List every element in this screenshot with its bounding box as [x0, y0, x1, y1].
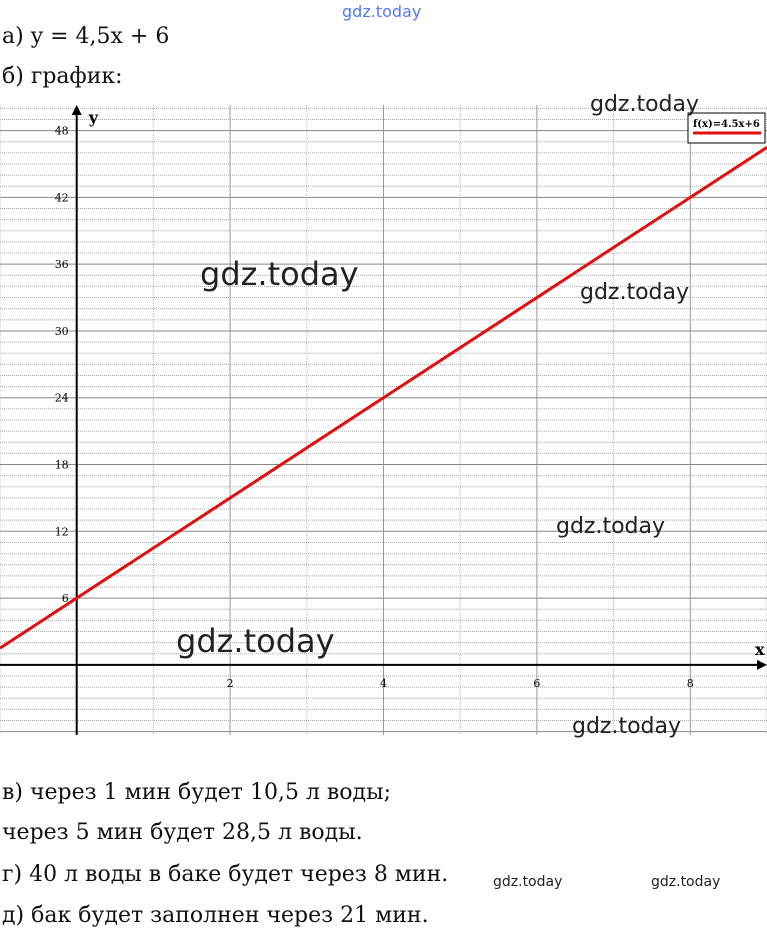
- x-axis-arrow-icon: [757, 659, 767, 670]
- y-tick-label: 24: [55, 392, 69, 405]
- x-axis-label: x: [755, 640, 765, 659]
- watermark: gdz.today: [176, 622, 335, 660]
- x-tick-label: 2: [227, 677, 234, 690]
- watermark: gdz.today: [556, 514, 666, 539]
- part-b: б) график:: [2, 64, 123, 89]
- watermark: gdz.today: [493, 874, 563, 890]
- y-axis-label: y: [88, 108, 99, 127]
- y-tick-label: 12: [55, 525, 69, 538]
- watermark: gdz.today: [342, 2, 422, 21]
- y-tick-label: 36: [55, 258, 69, 271]
- watermark: gdz.today: [590, 92, 700, 117]
- watermark: gdz.today: [572, 714, 682, 739]
- answer-g: г) 40 л воды в баке будет через 8 мин.: [2, 862, 449, 887]
- y-tick-label: 6: [62, 592, 69, 605]
- answer-v2: через 5 мин будет 28,5 л воды.: [2, 820, 363, 845]
- part-a: а) y = 4,5x + 6: [2, 24, 170, 49]
- y-axis-arrow-icon: [71, 105, 82, 115]
- legend-box: [687, 112, 766, 144]
- y-tick-label: 42: [55, 191, 69, 204]
- legend-label: f(x)=4.5x+6: [693, 119, 760, 130]
- series-line: [0, 146, 767, 650]
- y-tick-label: 48: [55, 125, 69, 138]
- y-tick-label: 30: [55, 325, 69, 338]
- x-tick-label: 6: [533, 677, 540, 690]
- watermark: gdz.today: [651, 874, 721, 890]
- watermark: gdz.today: [580, 280, 690, 305]
- answer-v: в) через 1 мин будет 10,5 л воды;: [2, 780, 392, 805]
- x-tick-label: 8: [687, 677, 694, 690]
- y-tick-label: 18: [55, 459, 69, 472]
- watermark: gdz.today: [200, 255, 359, 293]
- answer-d: д) бак будет заполнен через 21 мин.: [2, 903, 429, 928]
- x-tick-label: 4: [380, 677, 387, 690]
